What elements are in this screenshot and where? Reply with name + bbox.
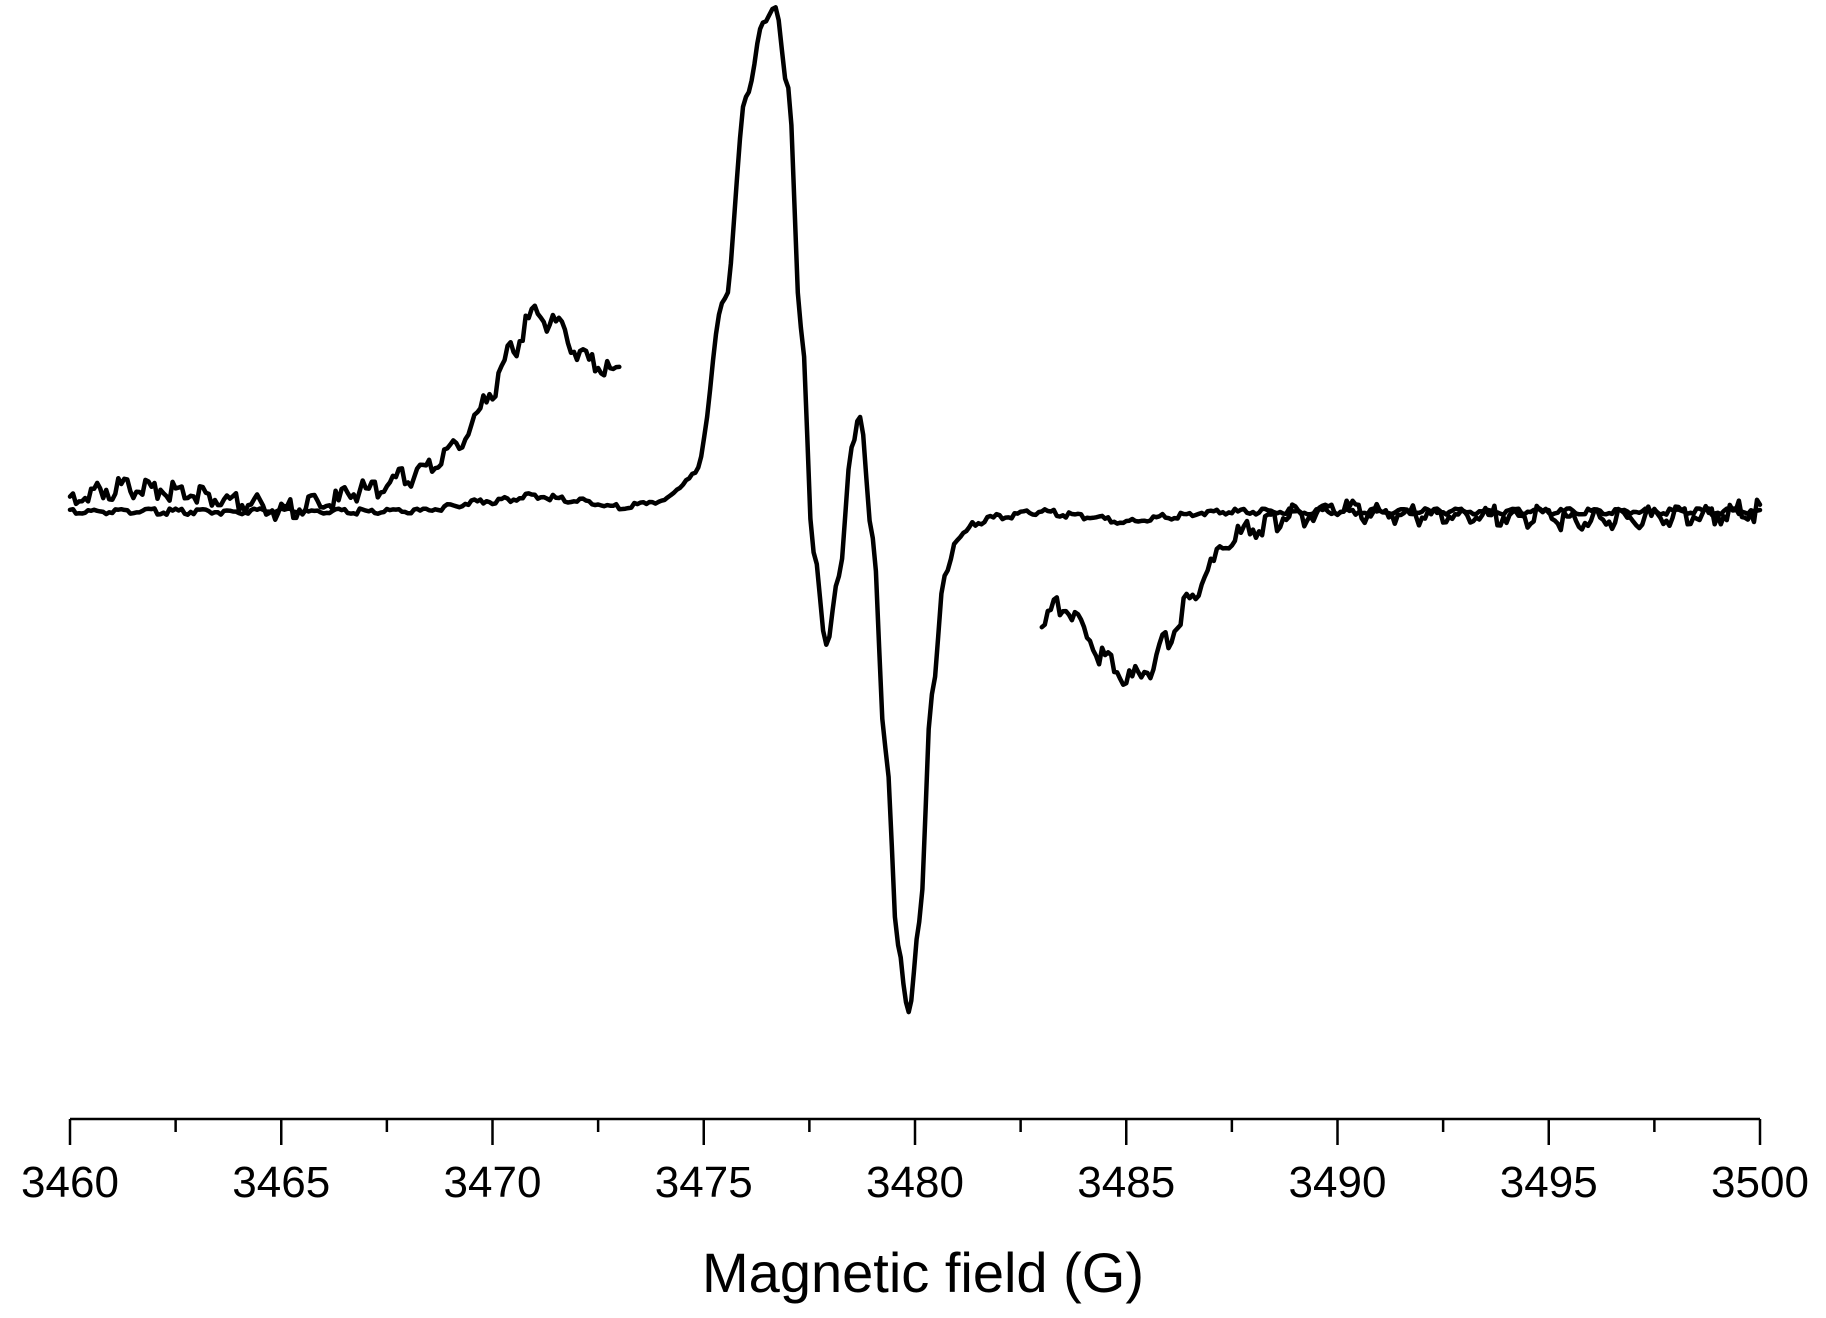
x-tick-label: 3485 xyxy=(1077,1158,1175,1207)
series-line-2 xyxy=(67,303,622,522)
x-axis-tick-labels: 3460 3465 3470 3475 3480 3485 3490 3495 3500 xyxy=(21,1158,1809,1207)
x-axis-ticks xyxy=(68,1119,1762,1145)
x-tick-label: 3465 xyxy=(232,1158,330,1207)
x-axis-title: Magnetic field (G) xyxy=(702,1241,1144,1304)
x-tick-label: 3480 xyxy=(866,1158,964,1207)
x-tick-label: 3500 xyxy=(1711,1158,1809,1207)
x-tick-label: 3490 xyxy=(1289,1158,1387,1207)
series-line-1 xyxy=(67,5,1763,1015)
x-tick-label: 3470 xyxy=(444,1158,542,1207)
x-tick-label: 3475 xyxy=(655,1158,753,1207)
series-line-3 xyxy=(1039,497,1763,687)
x-tick-label: 3495 xyxy=(1500,1158,1598,1207)
plot-area xyxy=(67,5,1763,1015)
x-tick-label: 3460 xyxy=(21,1158,119,1207)
